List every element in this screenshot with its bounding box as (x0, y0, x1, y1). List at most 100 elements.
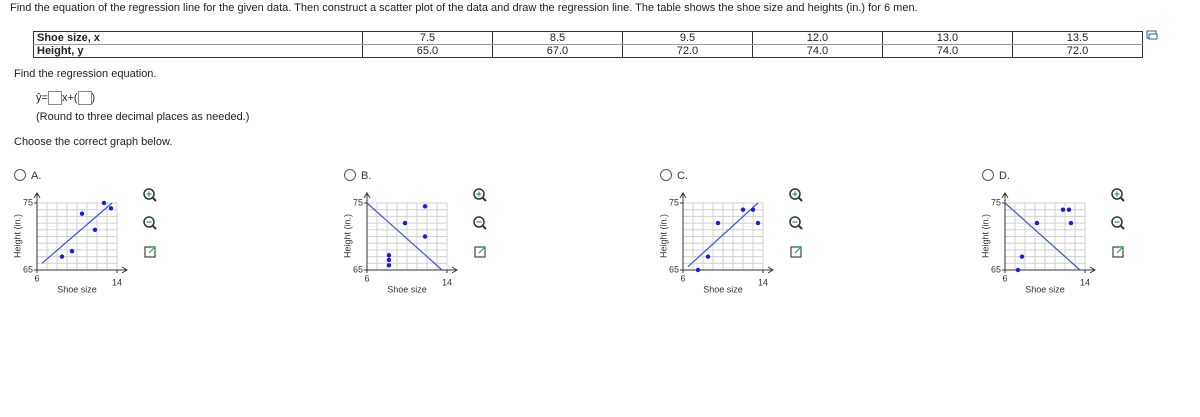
regression-line (41, 202, 113, 264)
y-axis-label: Height (in.) (980, 214, 990, 258)
table-row: Shoe size, x 7.5 8.5 9.5 12.0 13.0 13.5 (33, 31, 1144, 45)
x-axis-label: Shoe size (57, 284, 97, 294)
point (705, 254, 711, 259)
cell: Height, y (33, 44, 363, 58)
graph-tool[interactable] (1111, 216, 1125, 230)
expand-arrow (794, 246, 802, 254)
y-axis (679, 192, 687, 270)
graph-tool[interactable] (1112, 246, 1124, 258)
zoom-handle (1120, 225, 1125, 230)
radio[interactable] (344, 169, 356, 181)
point (59, 254, 65, 259)
point (386, 263, 392, 268)
x-tick-label: 14 (442, 277, 452, 287)
point (1068, 220, 1074, 226)
graph-tool[interactable] (1111, 188, 1125, 202)
zoom-lens (143, 216, 155, 228)
zoom-handle (152, 197, 157, 202)
cell: 72.0 (621, 44, 753, 58)
graph-tool[interactable] (789, 188, 803, 202)
slope-input[interactable] (47, 91, 62, 105)
expand-arrow (148, 246, 156, 254)
point (422, 234, 428, 239)
point (1015, 267, 1021, 273)
zoom-handle (1120, 197, 1125, 202)
expand-icon (1112, 246, 1124, 258)
y-axis (363, 192, 371, 270)
x-axis-label: Shoe size (387, 284, 427, 294)
intercept-input[interactable] (77, 91, 92, 105)
graph-tool[interactable] (790, 246, 802, 258)
option-label: C. (677, 170, 688, 182)
y-tick-label: 75 (991, 197, 1001, 207)
cell: 65.0 (361, 44, 493, 58)
y-axis-label: Height (in.) (658, 214, 668, 258)
zoom-handle (482, 225, 487, 230)
zoom-lens (473, 188, 485, 200)
graph-tool[interactable] (474, 246, 486, 258)
zoom-lens (1111, 216, 1123, 228)
point (79, 211, 85, 216)
x-axis-label: Shoe size (1025, 284, 1065, 294)
copy-icon[interactable] (1146, 30, 1158, 40)
choose-prompt: Choose the correct graph below. (14, 136, 173, 148)
y-axis-label: Height (in.) (342, 214, 352, 258)
zoom-lens (473, 216, 485, 228)
y-tick-label: 65 (669, 264, 679, 274)
point (108, 206, 114, 211)
zoom-lens (789, 216, 801, 228)
graph-tool[interactable] (789, 216, 803, 230)
x-tick-label: 6 (34, 273, 39, 283)
y-tick-label: 65 (23, 264, 33, 274)
hint: (Round to three decimal places as needed… (36, 111, 250, 123)
equation: ŷ= x+() (36, 91, 96, 105)
point (92, 227, 98, 232)
y-axis (1001, 192, 1009, 270)
x-tick-label: 14 (758, 277, 768, 287)
y-axis (33, 192, 41, 270)
option-label: A. (31, 170, 41, 182)
cell: 74.0 (881, 44, 1013, 58)
prompt: Find the regression equation. (14, 68, 157, 80)
point (1034, 220, 1040, 226)
regression-line (1004, 202, 1081, 271)
graph-tool[interactable] (473, 188, 487, 202)
graph-tool[interactable] (143, 188, 157, 202)
point (69, 249, 75, 254)
point (101, 200, 107, 206)
y-tick-label: 75 (353, 197, 363, 207)
zoom-handle (152, 225, 157, 230)
point (1066, 207, 1072, 212)
point (695, 267, 701, 273)
graph-tool[interactable] (143, 216, 157, 230)
point (715, 220, 721, 226)
radio[interactable] (14, 169, 26, 181)
cell: 74.0 (751, 44, 883, 58)
point (1060, 207, 1066, 212)
option-label: D. (999, 170, 1010, 182)
x-tick-label: 14 (1080, 277, 1090, 287)
graph-tool[interactable] (144, 246, 156, 258)
question: Find the equation of the regression line… (10, 2, 918, 14)
radio[interactable] (660, 169, 672, 181)
point (386, 253, 392, 258)
expand-arrow (478, 246, 486, 254)
graph-tool[interactable] (473, 216, 487, 230)
point (422, 204, 428, 209)
zoom-handle (798, 197, 803, 202)
x-tick-label: 14 (112, 277, 122, 287)
point (402, 220, 408, 226)
zoom-handle (482, 197, 487, 202)
regression-line (687, 202, 759, 268)
x-tick-label: 6 (1002, 273, 1007, 283)
cell: 13.0 (881, 31, 1013, 45)
zoom-lens (789, 188, 801, 200)
equation-lhs: ŷ= (36, 91, 48, 104)
y-tick-label: 75 (23, 197, 33, 207)
option-label: B. (361, 170, 371, 182)
radio[interactable] (982, 169, 994, 181)
expand-icon (144, 246, 156, 258)
point (750, 207, 756, 212)
equation-mid: x+ (61, 91, 74, 104)
